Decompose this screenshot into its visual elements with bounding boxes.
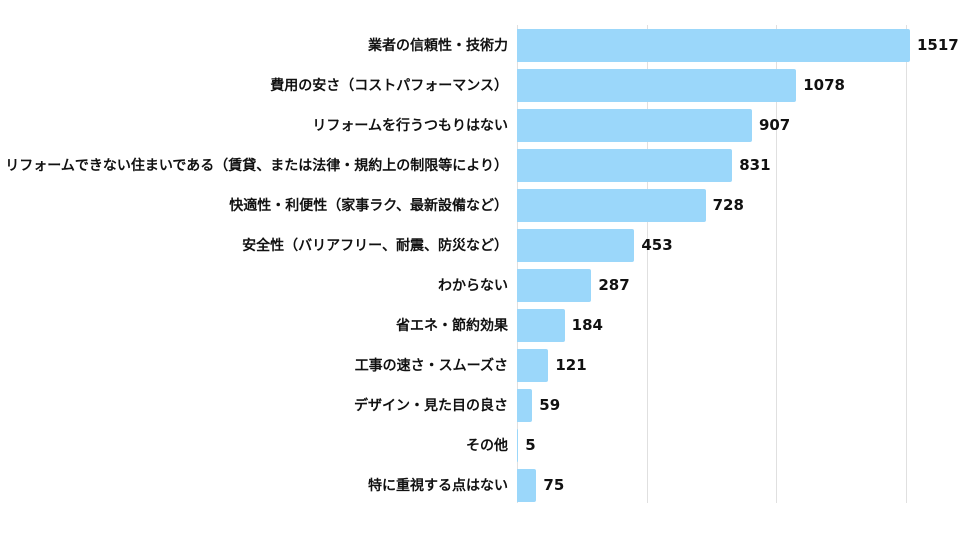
- value-label: 1517: [916, 36, 959, 54]
- bar: [517, 308, 565, 342]
- chart-row: リフォームできない住まいである（賃貸、または法律・規約上の制限等により） 831: [0, 145, 960, 185]
- category-label: 快適性・利便性（家事ラク、最新設備など）: [229, 198, 508, 214]
- category-label: 特に重視する点はない: [368, 478, 508, 494]
- category-label: わからない: [438, 278, 508, 294]
- chart-row: 費用の安さ（コストパフォーマンス） 1078: [0, 65, 960, 105]
- value-label: 59: [539, 396, 561, 414]
- chart-row: その他 5: [0, 425, 960, 465]
- bar: [517, 468, 537, 502]
- gridline-500: [646, 25, 648, 503]
- gridline-0: [517, 25, 518, 503]
- bar: [517, 268, 592, 302]
- category-label: リフォームを行うつもりはない: [312, 118, 508, 134]
- bar: [517, 108, 752, 142]
- category-label: リフォームできない住まいである（賃貸、または法律・規約上の制限等により）: [5, 158, 508, 174]
- chart-row: 快適性・利便性（家事ラク、最新設備など） 728: [0, 185, 960, 225]
- value-label: 1078: [803, 76, 845, 94]
- value-label: 121: [555, 356, 587, 374]
- value-label: 907: [758, 116, 791, 134]
- chart-row: わからない 287: [0, 265, 960, 305]
- gridline-1000: [776, 25, 778, 503]
- category-label: その他: [466, 438, 508, 454]
- category-label: 省エネ・節約効果: [396, 318, 508, 334]
- chart-row: 省エネ・節約効果 184: [0, 305, 960, 345]
- value-label: 287: [598, 276, 630, 294]
- value-label: 453: [641, 236, 673, 254]
- value-label: 728: [712, 196, 744, 214]
- bar: [517, 348, 549, 382]
- bar: [517, 388, 533, 422]
- gridline-1500: [905, 25, 907, 503]
- category-label: 費用の安さ（コストパフォーマンス）: [270, 78, 508, 94]
- bar: [517, 148, 733, 182]
- gridline-layer: [517, 25, 947, 503]
- bar: [517, 428, 519, 462]
- value-label: 5: [525, 436, 536, 454]
- category-label: 工事の速さ・スムーズさ: [354, 358, 508, 374]
- chart-row: リフォームを行うつもりはない 907: [0, 105, 960, 145]
- chart-row: 工事の速さ・スムーズさ 121: [0, 345, 960, 385]
- value-label: 184: [571, 316, 603, 334]
- bar: [517, 28, 910, 62]
- value-label: 75: [543, 476, 565, 494]
- bar: [517, 68, 797, 102]
- bar: [517, 188, 706, 222]
- value-label: 831: [739, 156, 771, 174]
- chart-row: 特に重視する点はない 75: [0, 465, 960, 505]
- chart-row: 業者の信頼性・技術力 1517: [0, 25, 960, 65]
- chart-row: 安全性（バリアフリー、耐震、防災など） 453: [0, 225, 960, 265]
- category-label: デザイン・見た目の良さ: [354, 398, 508, 414]
- category-label: 業者の信頼性・技術力: [368, 38, 508, 54]
- chart-row: デザイン・見た目の良さ 59: [0, 385, 960, 425]
- category-label: 安全性（バリアフリー、耐震、防災など）: [242, 238, 508, 254]
- bar: [517, 228, 635, 262]
- chart-rows: 業者の信頼性・技術力 1517 費用の安さ（コストパフォーマンス） 1078 リフォーム…: [0, 25, 960, 505]
